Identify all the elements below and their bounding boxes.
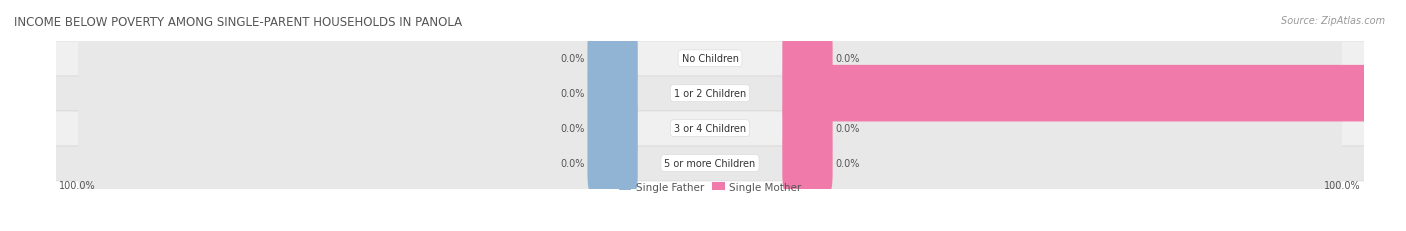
- FancyBboxPatch shape: [79, 135, 638, 191]
- FancyBboxPatch shape: [782, 66, 1341, 122]
- FancyBboxPatch shape: [782, 66, 1406, 122]
- Text: 3 or 4 Children: 3 or 4 Children: [673, 124, 747, 134]
- FancyBboxPatch shape: [588, 66, 638, 122]
- FancyBboxPatch shape: [79, 100, 638, 157]
- Bar: [51, 111, 1369, 146]
- Text: 0.0%: 0.0%: [835, 124, 860, 134]
- Bar: [51, 146, 1369, 181]
- FancyBboxPatch shape: [782, 135, 832, 191]
- FancyBboxPatch shape: [588, 135, 638, 191]
- Text: 0.0%: 0.0%: [560, 54, 585, 64]
- Text: 100.0%: 100.0%: [1324, 180, 1361, 190]
- FancyBboxPatch shape: [782, 100, 832, 157]
- FancyBboxPatch shape: [782, 135, 1341, 191]
- FancyBboxPatch shape: [79, 66, 638, 122]
- Bar: [51, 76, 1369, 111]
- Text: Source: ZipAtlas.com: Source: ZipAtlas.com: [1281, 16, 1385, 26]
- Bar: [51, 42, 1369, 76]
- FancyBboxPatch shape: [782, 31, 1341, 87]
- FancyBboxPatch shape: [782, 31, 832, 87]
- FancyBboxPatch shape: [782, 100, 1341, 157]
- FancyBboxPatch shape: [79, 31, 638, 87]
- Text: 0.0%: 0.0%: [835, 158, 860, 168]
- FancyBboxPatch shape: [588, 31, 638, 87]
- FancyBboxPatch shape: [588, 100, 638, 157]
- Text: 0.0%: 0.0%: [835, 54, 860, 64]
- Text: INCOME BELOW POVERTY AMONG SINGLE-PARENT HOUSEHOLDS IN PANOLA: INCOME BELOW POVERTY AMONG SINGLE-PARENT…: [14, 16, 463, 29]
- Text: 1 or 2 Children: 1 or 2 Children: [673, 89, 747, 99]
- Text: 0.0%: 0.0%: [560, 158, 585, 168]
- Text: 100.0%: 100.0%: [59, 180, 96, 190]
- Text: No Children: No Children: [682, 54, 738, 64]
- Legend: Single Father, Single Mother: Single Father, Single Mother: [614, 178, 806, 196]
- Text: 5 or more Children: 5 or more Children: [665, 158, 755, 168]
- Text: 0.0%: 0.0%: [560, 124, 585, 134]
- Text: 0.0%: 0.0%: [560, 89, 585, 99]
